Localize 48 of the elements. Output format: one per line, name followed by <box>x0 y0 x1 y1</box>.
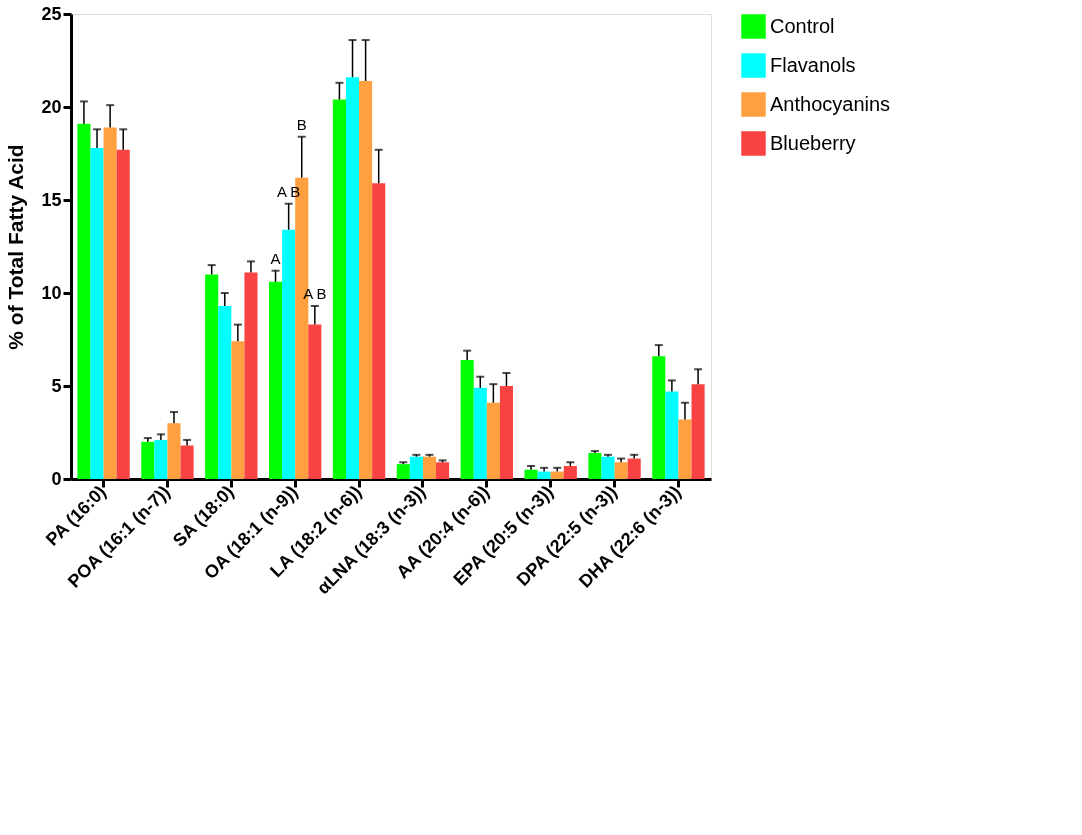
bar <box>90 147 104 479</box>
bar <box>563 465 577 479</box>
y-tick-label: 10 <box>41 282 62 303</box>
y-tick-label: 5 <box>51 375 62 396</box>
bar <box>167 423 181 479</box>
bar <box>691 384 705 479</box>
bar <box>588 452 602 479</box>
bar <box>308 324 322 479</box>
y-tick-label: 0 <box>51 468 62 489</box>
bar <box>180 445 194 479</box>
bar <box>141 441 155 479</box>
legend-label: Blueberry <box>770 131 856 154</box>
legend-label: Anthocyanins <box>770 92 891 115</box>
annotation: B <box>296 115 307 133</box>
legend-label: Control <box>770 14 835 37</box>
bar <box>282 229 296 479</box>
bar <box>244 272 258 479</box>
legend-label: Flavanols <box>770 53 856 76</box>
y-axis-title: % of Total Fatty Acid <box>4 144 28 350</box>
bar <box>460 359 474 479</box>
bar <box>601 456 615 479</box>
bar <box>205 274 219 479</box>
bar <box>499 386 513 479</box>
bar <box>103 127 117 479</box>
bar <box>231 341 245 479</box>
y-tick-label: 25 <box>41 3 62 24</box>
bar <box>218 306 232 479</box>
bar <box>396 464 410 479</box>
annotation: A <box>270 249 281 267</box>
bar <box>473 387 487 479</box>
bar <box>652 356 666 479</box>
y-tick-label: 15 <box>41 189 62 210</box>
bar <box>422 456 437 479</box>
bar <box>359 80 373 479</box>
bar <box>665 391 679 479</box>
bar <box>486 402 500 479</box>
y-tick-label: 20 <box>41 96 62 117</box>
bar <box>345 77 360 479</box>
bar <box>409 456 423 479</box>
annotation: A B <box>303 285 327 303</box>
bar <box>332 99 346 479</box>
bar <box>77 123 91 479</box>
bar <box>372 183 386 479</box>
bar <box>154 439 168 479</box>
bar <box>436 462 450 479</box>
bar <box>269 281 283 479</box>
bar <box>116 149 130 479</box>
bar <box>678 419 692 479</box>
